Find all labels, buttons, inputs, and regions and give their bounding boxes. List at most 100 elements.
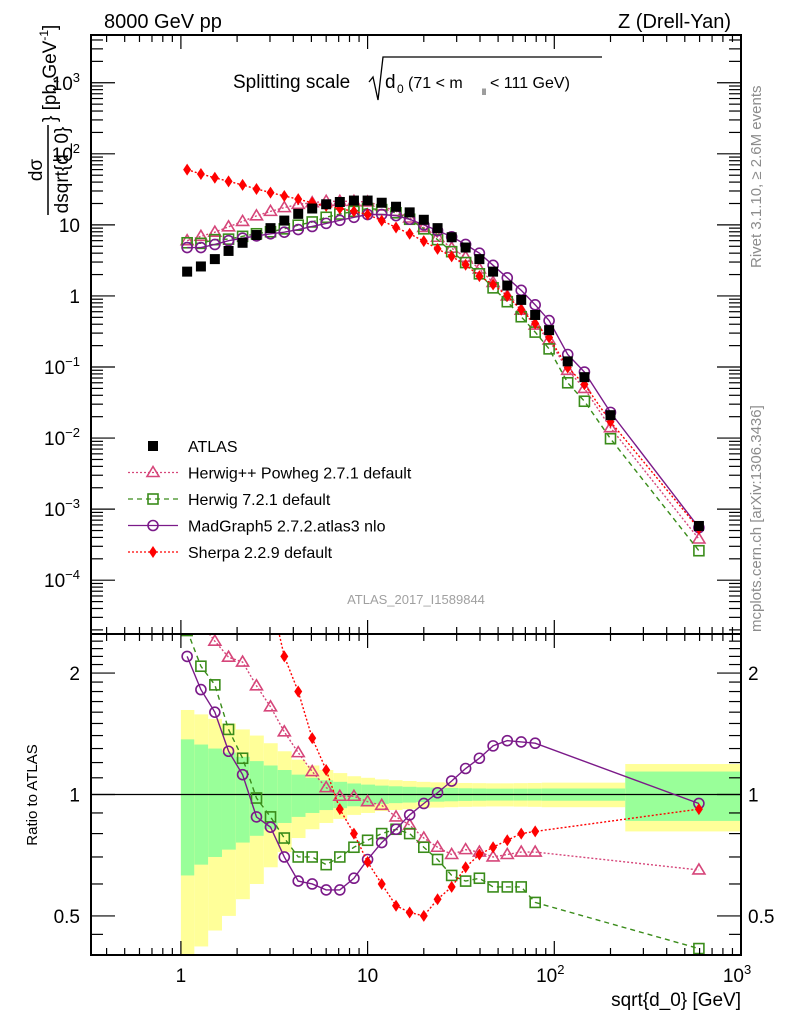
main-data-point: [266, 186, 275, 199]
ratio-data-point: [515, 736, 528, 748]
ratio-data-point: [294, 685, 303, 698]
main-data-point: [224, 175, 233, 188]
ratio-data-point: [276, 724, 292, 737]
main-data-point: [433, 242, 442, 255]
main-data-point: [209, 254, 220, 265]
x-tick-label: 102: [536, 962, 564, 987]
main-data-point: [182, 266, 193, 277]
ratio-data-point: [348, 872, 360, 885]
main-data-point: [474, 254, 485, 265]
main-data-point: [503, 289, 512, 302]
header-right: Z (Drell-Yan): [618, 11, 731, 33]
band-inner-bin: [221, 752, 236, 850]
ratio-data-point: [459, 875, 472, 887]
ratio-data-point: [473, 752, 486, 765]
main-data-point: [691, 531, 707, 544]
ratio-data-point: [308, 732, 317, 745]
band-inner-bin: [305, 777, 320, 813]
main-data-point: [238, 178, 247, 191]
main-data-point: [306, 220, 319, 233]
main-data-point: [543, 343, 555, 355]
ratio-uncertainty-band: [91, 709, 741, 955]
ratio-data-point: [278, 851, 291, 863]
main-data-point: [307, 203, 318, 214]
ratio-data-point: [375, 836, 388, 849]
y-tick-label: 10: [59, 216, 80, 237]
main-data-point: [348, 195, 359, 206]
ratio-data-point: [403, 809, 416, 821]
ratio-data-point: [236, 768, 249, 781]
ratio-data-point: [489, 841, 498, 854]
ratio-data-point: [529, 896, 541, 909]
ratio-data-point: [693, 942, 705, 955]
ratio-data-point: [445, 775, 458, 787]
ratio-data-point: [363, 856, 372, 869]
main-data-point: [392, 221, 401, 234]
title-symbol: d: [385, 72, 396, 93]
main-data-point: [391, 201, 402, 212]
ratio-data-point: [517, 827, 526, 840]
legend-entry: MadGraph5 2.7.2.atlas3 nlo: [128, 519, 386, 536]
main-data-point: [276, 200, 292, 213]
main-data-point: [603, 420, 618, 433]
ratio-data-point: [473, 872, 486, 885]
ratio-series-layer: [181, 590, 707, 955]
main-data-point: [290, 196, 306, 210]
y-tick-label: 10−2: [44, 425, 80, 450]
main-data-point: [195, 261, 206, 272]
ratio-data-point: [513, 844, 529, 857]
main-data-point: [460, 242, 471, 253]
main-data-point: [531, 317, 540, 330]
main-series-line: [187, 207, 700, 552]
y-tick-label: 10−3: [44, 496, 80, 521]
ratio-data-point: [290, 745, 306, 758]
ratio-data-point: [292, 875, 305, 887]
ratio-data-point: [346, 788, 362, 802]
main-data-point: [320, 217, 332, 230]
header-left: 8000 GeV pp: [104, 11, 222, 33]
main-data-point: [562, 356, 573, 367]
ratio-data-point: [403, 827, 416, 840]
main-series-3: [181, 208, 705, 534]
main-data-point: [321, 199, 332, 210]
ratio-data-point: [417, 797, 430, 810]
main-data-point: [280, 189, 289, 202]
main-data-point: [334, 196, 345, 207]
ratio-data-point: [527, 844, 543, 857]
main-data-point: [293, 208, 304, 219]
ratio-data-point: [235, 654, 250, 667]
main-data-point: [502, 280, 513, 291]
title-main: Splitting scale: [233, 72, 350, 93]
ratio-data-point: [280, 650, 289, 663]
main-ylabel: dσ dsqrt{d_0} } [pb,GeV-1]: [26, 25, 73, 215]
ratio-data-point: [318, 780, 334, 793]
ratio-data-point: [419, 909, 428, 922]
main-data-point: [418, 214, 429, 225]
y-tick-label: 10−1: [44, 354, 80, 379]
main-data-point: [579, 372, 590, 383]
main-data-point: [517, 303, 526, 316]
rivet-label: Rivet 3.1.10, ≥ 2.6M events: [748, 86, 765, 269]
sqrt-sign-icon: [368, 56, 602, 101]
ratio-data-point: [207, 634, 223, 646]
main-data-point: [376, 197, 387, 208]
ratio-data-point: [499, 846, 515, 860]
main-data-point: [265, 223, 276, 234]
main-data-point: [207, 224, 223, 237]
xlabel: sqrt{d_0} [GeV]: [611, 990, 741, 1011]
ratio-data-point: [181, 613, 193, 623]
main-data-point: [560, 362, 576, 376]
ratio-data-point: [445, 869, 458, 882]
legend-marker-icon: [147, 519, 159, 532]
main-data-point: [362, 195, 373, 206]
main-data-point: [320, 211, 332, 224]
plot-title: Splitting scale d 0 (71 < m ll < 111 GeV…: [233, 56, 602, 101]
ratio-data-point: [267, 590, 275, 602]
ratio-data-point: [531, 825, 540, 838]
x-tick-label: 1: [176, 966, 187, 987]
legend-label: Herwig 7.2.1 default: [188, 492, 331, 509]
ratio-data-point: [417, 841, 430, 854]
ratio-data-point: [392, 899, 401, 912]
ratio-data-point: [209, 706, 221, 718]
